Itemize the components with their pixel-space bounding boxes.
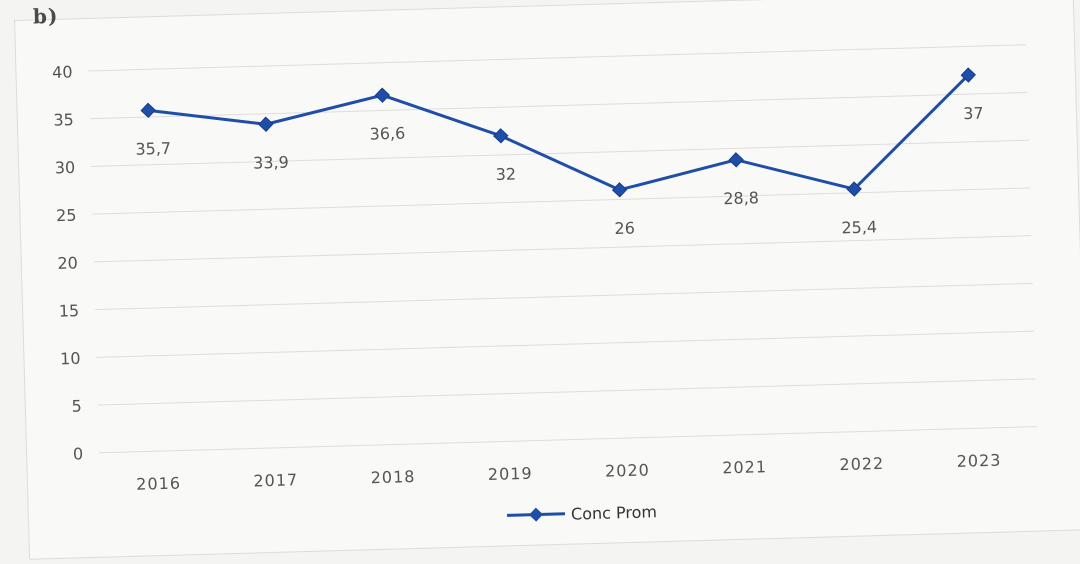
y-tick-label: 20 [57,253,78,273]
data-point-marker [611,182,628,198]
gridline [89,91,1028,120]
line-chart: 0 5 10 15 20 25 30 35 40 2016 2017 2018 2019 2020 202… [52,44,1037,524]
x-tick-label: 2018 [370,467,415,487]
data-point-marker [960,67,976,83]
data-point-marker [493,128,509,144]
y-tick-label: 35 [53,110,74,130]
legend-label: Conc Prom [571,502,657,523]
x-tick-label: 2022 [839,454,884,474]
data-label: 28,8 [723,188,759,208]
series-line [148,73,970,192]
data-point-marker [728,152,744,168]
y-tick-label: 25 [56,206,77,226]
x-tick-label: 2019 [488,464,533,484]
data-point-marker [258,116,274,132]
y-axis-ticks: 0 5 10 15 20 25 30 35 40 [52,62,84,463]
gridline [96,330,1035,358]
x-tick-label: 2020 [605,460,650,480]
gridline [91,139,1029,167]
y-tick-label: 0 [73,444,84,463]
legend: Conc Prom [506,502,657,524]
data-label: 32 [495,164,516,184]
legend-marker [529,507,544,522]
x-axis-ticks: 2016 2017 2018 2019 2020 2021 2022 2023 [136,451,1002,494]
scanned-chart-page: b) 0 5 10 15 20 25 30 35 40 2016 2017 2018 2019 2020… [14,0,1080,560]
x-tick-label: 2016 [136,474,181,494]
gridline [99,426,1037,454]
gridline [93,235,1032,263]
y-tick-label: 10 [60,349,81,369]
gridline [97,378,1036,406]
data-point-marker [140,102,156,119]
series-conc-prom [140,67,976,198]
data-point-marker [846,181,862,197]
data-label: 35,7 [135,139,171,159]
data-label: 26 [614,218,635,238]
x-tick-label: 2023 [956,451,1001,471]
gridline [95,282,1033,311]
gridline [88,44,1027,72]
data-point-marker [374,87,391,103]
data-label: 36,6 [369,124,405,144]
y-tick-label: 30 [55,158,76,178]
x-tick-label: 2021 [722,457,767,477]
data-label: 37 [963,104,984,124]
y-tick-label: 5 [71,397,82,416]
y-tick-label: 15 [59,301,80,321]
data-label: 33,9 [253,153,289,173]
y-tick-label: 40 [52,62,73,82]
data-labels: 35,7 33,9 36,6 32 26 28,8 25,4 37 [135,104,984,238]
data-label: 25,4 [841,217,877,237]
gridlines [88,44,1037,454]
gridline [92,187,1031,215]
x-tick-label: 2017 [253,470,298,490]
